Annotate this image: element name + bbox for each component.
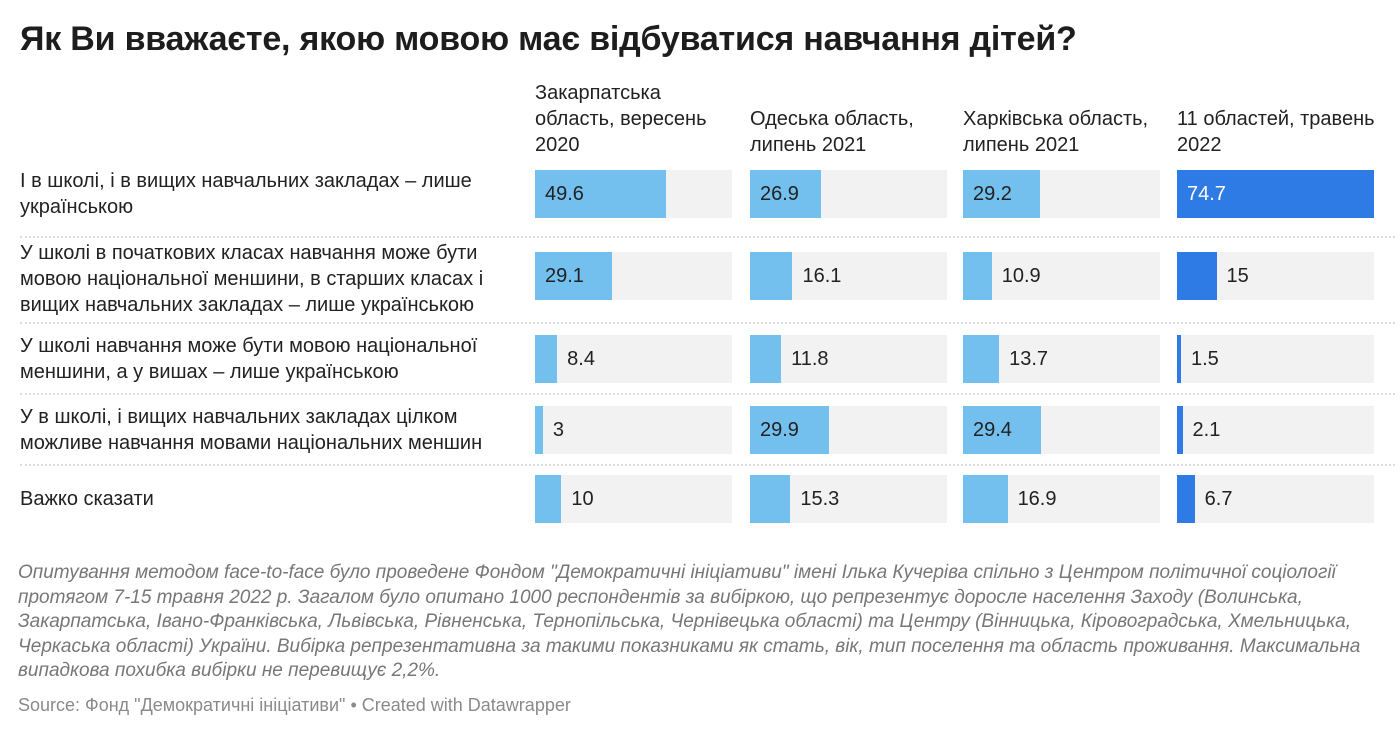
chart-title: Як Ви вважаєте, якою мовою має відбувати… bbox=[20, 20, 1077, 58]
bar-track: 13.7 bbox=[963, 335, 1160, 383]
bar bbox=[1177, 406, 1183, 454]
bar bbox=[750, 475, 791, 523]
bar-track: 6.7 bbox=[1177, 475, 1374, 523]
value-label: 1.5 bbox=[1190, 348, 1219, 370]
bar-track: 49.6 bbox=[535, 170, 732, 218]
value-label: 8.4 bbox=[567, 348, 595, 370]
value-label: 26.9 bbox=[760, 183, 799, 205]
value-label: 16.1 bbox=[802, 265, 842, 287]
bar bbox=[535, 170, 666, 218]
bar bbox=[535, 335, 558, 383]
bar-track: 10.9 bbox=[963, 252, 1160, 300]
column-header: Закарпатська область, вересень 2020 bbox=[535, 82, 707, 156]
value-label: 29.1 bbox=[545, 265, 584, 287]
column-header: Одеська область, липень 2021 bbox=[750, 108, 914, 156]
bar bbox=[535, 475, 562, 523]
value-label: 74.7 bbox=[1187, 183, 1226, 205]
bar bbox=[750, 335, 782, 383]
chart-source: Source: Фонд "Демократичні ініціативи" •… bbox=[18, 695, 571, 715]
bar-track: 74.7 bbox=[1177, 170, 1374, 218]
bar bbox=[750, 252, 793, 300]
value-label: 49.6 bbox=[545, 183, 584, 205]
value-label: 6.7 bbox=[1204, 488, 1233, 510]
bar bbox=[963, 475, 1008, 523]
value-label: 10.9 bbox=[1001, 265, 1041, 287]
bar bbox=[1177, 475, 1195, 523]
value-label: 13.7 bbox=[1009, 348, 1049, 370]
bar-track: 16.1 bbox=[750, 252, 947, 300]
bar-track: 16.9 bbox=[963, 475, 1160, 523]
bar-track: 29.1 bbox=[535, 252, 732, 300]
row-label: Важко сказати bbox=[20, 488, 154, 510]
row-label: У школі навчання може бути мовою націона… bbox=[20, 335, 478, 383]
bar bbox=[1177, 170, 1374, 218]
bar bbox=[750, 406, 829, 454]
value-label: 15 bbox=[1226, 265, 1249, 287]
bar bbox=[1177, 252, 1217, 300]
bar-track: 11.8 bbox=[750, 335, 947, 383]
value-label: 2.1 bbox=[1192, 419, 1221, 441]
row-separator bbox=[20, 464, 1395, 466]
bar bbox=[963, 170, 1040, 218]
bar-track: 2.1 bbox=[1177, 406, 1374, 454]
row-label: І в школі, і в вищих навчальних закладах… bbox=[20, 170, 472, 218]
row-label: У школі в початкових класах навчання мож… bbox=[20, 242, 484, 316]
bar-track: 3 bbox=[535, 406, 732, 454]
bar-track: 10 bbox=[535, 475, 732, 523]
row-label: У в школі, і вищих навчальних закладах ц… bbox=[20, 406, 483, 454]
value-label: 10 bbox=[571, 488, 594, 510]
bar-track: 15 bbox=[1177, 252, 1374, 300]
bar bbox=[750, 170, 821, 218]
chart-notes: Опитування методом face-to-face було про… bbox=[18, 562, 1361, 681]
value-label: 29.9 bbox=[760, 419, 799, 441]
row-separator bbox=[20, 236, 1395, 238]
bar-track: 8.4 bbox=[535, 335, 732, 383]
value-label: 16.9 bbox=[1017, 488, 1057, 510]
bar-track: 29.2 bbox=[963, 170, 1160, 218]
bar bbox=[963, 406, 1041, 454]
column-header: Харківська область, липень 2021 bbox=[963, 108, 1149, 156]
row-separator bbox=[20, 322, 1395, 324]
bar bbox=[963, 335, 1000, 383]
value-label: 29.4 bbox=[973, 419, 1012, 441]
bar bbox=[963, 252, 992, 300]
bar-track: 26.9 bbox=[750, 170, 947, 218]
column-header: 11 областей, травень 2022 bbox=[1177, 108, 1375, 156]
value-label: 29.2 bbox=[973, 183, 1012, 205]
value-label: 3 bbox=[552, 419, 565, 441]
value-label: 15.3 bbox=[800, 488, 840, 510]
row-separator bbox=[20, 393, 1395, 395]
bar bbox=[535, 406, 543, 454]
bar bbox=[535, 252, 612, 300]
value-label: 11.8 bbox=[791, 348, 829, 370]
bar bbox=[1177, 335, 1181, 383]
bar-track: 1.5 bbox=[1177, 335, 1374, 383]
bar-track: 29.9 bbox=[750, 406, 947, 454]
bar-track: 15.3 bbox=[750, 475, 947, 523]
bar-track: 29.4 bbox=[963, 406, 1160, 454]
